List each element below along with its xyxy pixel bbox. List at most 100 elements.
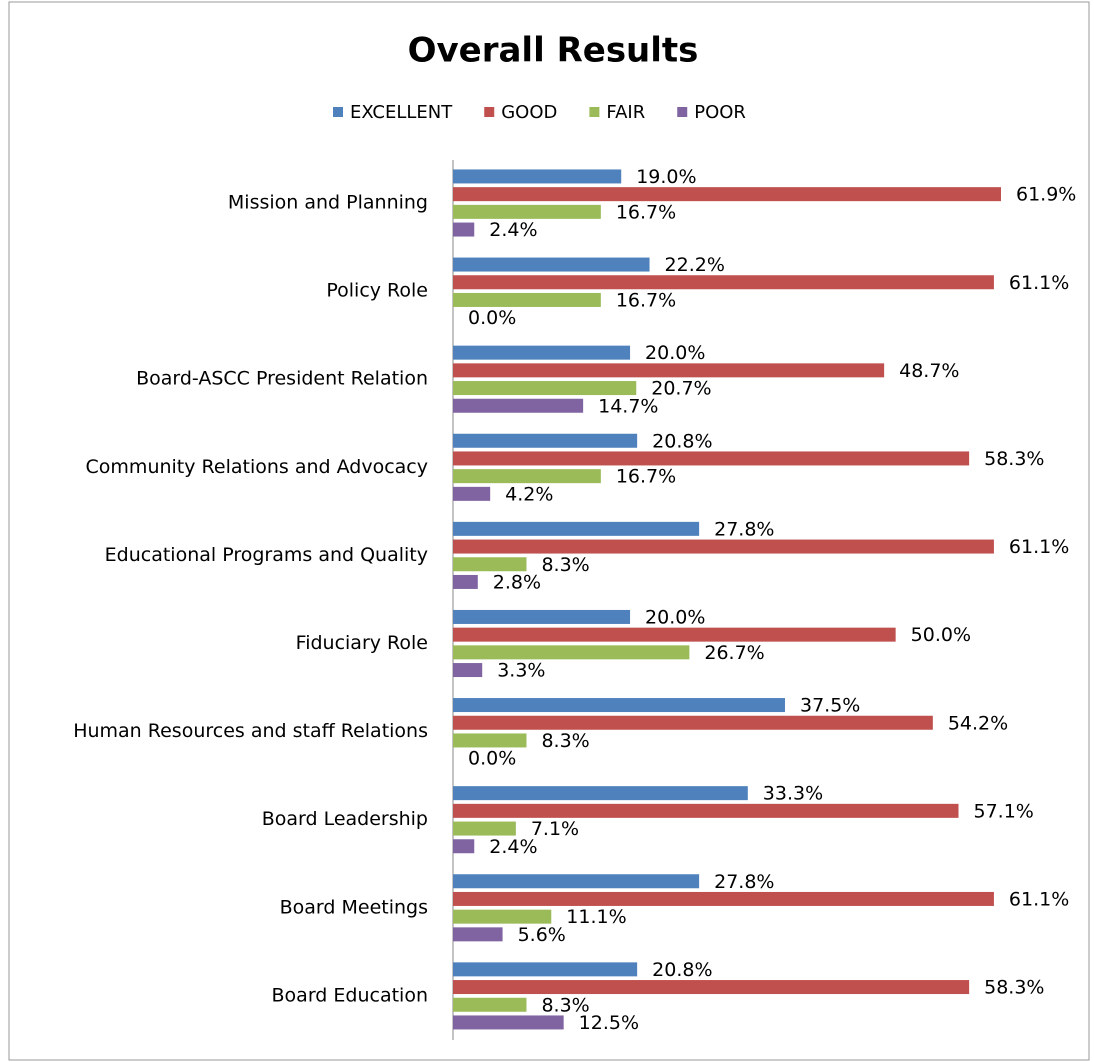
bar (453, 874, 700, 889)
bar (453, 891, 994, 906)
value-label: 2.4% (489, 219, 537, 241)
value-label: 57.1% (974, 800, 1034, 822)
value-label: 37.5% (800, 695, 860, 717)
bar (453, 609, 631, 624)
bar (453, 292, 601, 307)
value-label: 61.1% (1009, 536, 1069, 558)
bar (453, 345, 631, 360)
value-label: 50.0% (911, 624, 971, 646)
legend-swatch (333, 107, 343, 117)
value-label: 61.9% (1016, 184, 1076, 206)
bar (453, 363, 885, 378)
category-label: Board Education (272, 984, 428, 1006)
value-label: 19.0% (636, 166, 696, 188)
value-label: 16.7% (616, 289, 676, 311)
category-label: Board-ASCC President Relation (136, 368, 428, 390)
value-label: 16.7% (616, 466, 676, 488)
category-label: Community Relations and Advocacy (86, 456, 428, 478)
bar (453, 980, 970, 995)
category-label: Board Meetings (280, 896, 428, 918)
value-label: 20.8% (652, 430, 712, 452)
bar (453, 927, 503, 942)
legend-label: EXCELLENT (350, 102, 453, 123)
value-label: 3.3% (497, 660, 545, 682)
bar (453, 204, 601, 219)
chart-title: Overall Results (408, 31, 699, 71)
bar (453, 786, 748, 801)
bar (453, 433, 638, 448)
bar (453, 663, 483, 678)
value-label: 0.0% (468, 748, 516, 770)
value-label: 0.0% (468, 307, 516, 329)
legend-label: FAIR (606, 102, 645, 123)
legend-label: GOOD (501, 102, 557, 123)
bar (453, 574, 478, 589)
bar (453, 839, 475, 854)
category-label: Board Leadership (262, 808, 428, 830)
bar (453, 627, 896, 642)
value-label: 48.7% (899, 360, 959, 382)
legend-label: POOR (694, 102, 746, 123)
category-label: Educational Programs and Quality (105, 544, 428, 566)
value-label: 27.8% (714, 871, 774, 893)
value-label: 8.3% (541, 994, 589, 1016)
bar (453, 169, 622, 184)
bar (453, 698, 785, 713)
bar (453, 257, 650, 272)
value-label: 5.6% (518, 924, 566, 946)
value-label: 20.8% (652, 959, 712, 981)
value-label: 22.2% (665, 254, 725, 276)
value-label: 16.7% (616, 201, 676, 223)
bar (453, 645, 690, 660)
bar (453, 962, 638, 977)
bar (453, 539, 994, 554)
bar (453, 275, 994, 290)
bar (453, 821, 516, 836)
value-label: 61.1% (1009, 272, 1069, 294)
bar (453, 733, 527, 748)
value-label: 58.3% (984, 977, 1044, 999)
bar (453, 469, 601, 484)
chart-border (8, 1, 1090, 1061)
bar (453, 381, 637, 396)
bar (453, 398, 584, 413)
value-label: 20.0% (645, 606, 705, 628)
value-label: 11.1% (566, 906, 626, 928)
value-label: 20.7% (651, 378, 711, 400)
legend-swatch (589, 107, 600, 117)
bar (453, 997, 527, 1012)
value-label: 12.5% (579, 1012, 639, 1034)
legend-swatch (484, 107, 495, 117)
category-label: Fiduciary Role (296, 632, 428, 654)
bar (453, 486, 491, 501)
value-label: 20.0% (645, 342, 705, 364)
value-label: 26.7% (704, 642, 764, 664)
value-label: 33.3% (763, 783, 823, 805)
value-label: 8.3% (541, 554, 589, 576)
value-label: 14.7% (598, 395, 658, 417)
bar (453, 1015, 564, 1030)
category-label: Mission and Planning (228, 192, 428, 214)
value-label: 27.8% (714, 518, 774, 540)
value-label: 4.2% (505, 483, 553, 505)
legend-swatch (677, 107, 688, 117)
bar (453, 715, 933, 730)
value-label: 2.4% (489, 836, 537, 858)
value-label: 7.1% (531, 818, 579, 840)
value-label: 2.8% (493, 571, 541, 593)
bar (453, 909, 552, 924)
bar (453, 187, 1001, 202)
bar (453, 451, 970, 466)
bar (453, 222, 475, 237)
value-label: 8.3% (541, 730, 589, 752)
value-label: 54.2% (948, 712, 1008, 734)
value-label: 58.3% (984, 448, 1044, 470)
bar (453, 803, 959, 818)
category-label: Human Resources and staff Relations (73, 720, 428, 742)
bar (453, 521, 700, 536)
value-label: 61.1% (1009, 888, 1069, 910)
bar (453, 557, 527, 572)
category-label: Policy Role (326, 280, 428, 302)
